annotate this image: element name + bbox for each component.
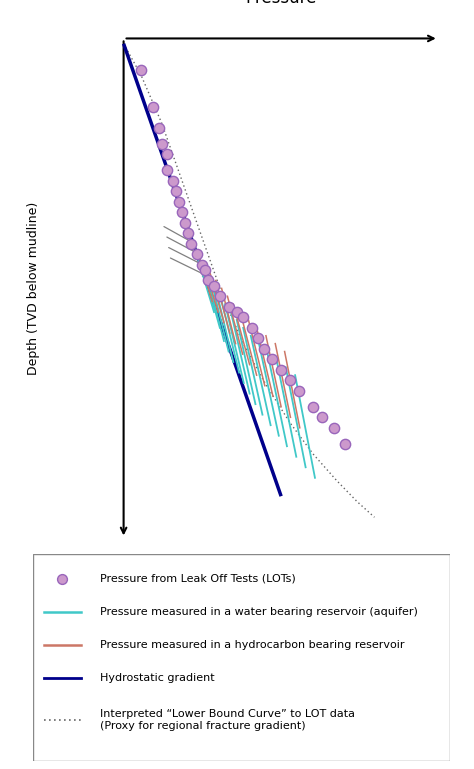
Point xyxy=(239,311,247,324)
Point xyxy=(295,384,302,397)
Point xyxy=(193,248,201,261)
Point xyxy=(234,306,241,318)
Point xyxy=(254,332,262,345)
Point xyxy=(248,321,256,334)
Text: Pressure measured in a hydrocarbon bearing reservoir: Pressure measured in a hydrocarbon beari… xyxy=(100,640,404,650)
Point xyxy=(155,122,163,134)
Point xyxy=(178,206,186,218)
Point xyxy=(181,216,189,228)
Point xyxy=(184,227,191,239)
Point xyxy=(225,301,232,313)
Point xyxy=(169,175,177,187)
Point xyxy=(277,364,285,376)
Text: Interpreted “Lower Bound Curve” to LOT data
(Proxy for regional fracture gradien: Interpreted “Lower Bound Curve” to LOT d… xyxy=(100,709,355,731)
Point xyxy=(210,280,218,292)
Point xyxy=(260,343,267,355)
Point xyxy=(187,238,194,250)
Point xyxy=(286,375,294,387)
Point xyxy=(149,101,156,113)
Point xyxy=(269,353,276,365)
Point xyxy=(199,258,206,271)
Point xyxy=(158,138,165,150)
Point xyxy=(173,185,180,197)
Point xyxy=(201,264,209,276)
Point xyxy=(330,421,337,434)
Point xyxy=(216,290,224,302)
Point xyxy=(318,411,326,424)
Text: Depth (TVD below mudline): Depth (TVD below mudline) xyxy=(27,201,40,375)
Point xyxy=(164,148,171,161)
Point xyxy=(175,195,183,208)
Point xyxy=(310,401,317,413)
Text: Hydrostatic gradient: Hydrostatic gradient xyxy=(100,673,215,684)
Text: Pressure measured in a water bearing reservoir (aquifer): Pressure measured in a water bearing res… xyxy=(100,607,418,617)
Point xyxy=(164,164,171,176)
Text: Pressure: Pressure xyxy=(246,0,317,7)
Point xyxy=(204,275,212,287)
Point xyxy=(341,438,349,450)
Point xyxy=(137,64,145,76)
Point xyxy=(59,572,66,584)
Text: Pressure from Leak Off Tests (LOTs): Pressure from Leak Off Tests (LOTs) xyxy=(100,574,296,584)
